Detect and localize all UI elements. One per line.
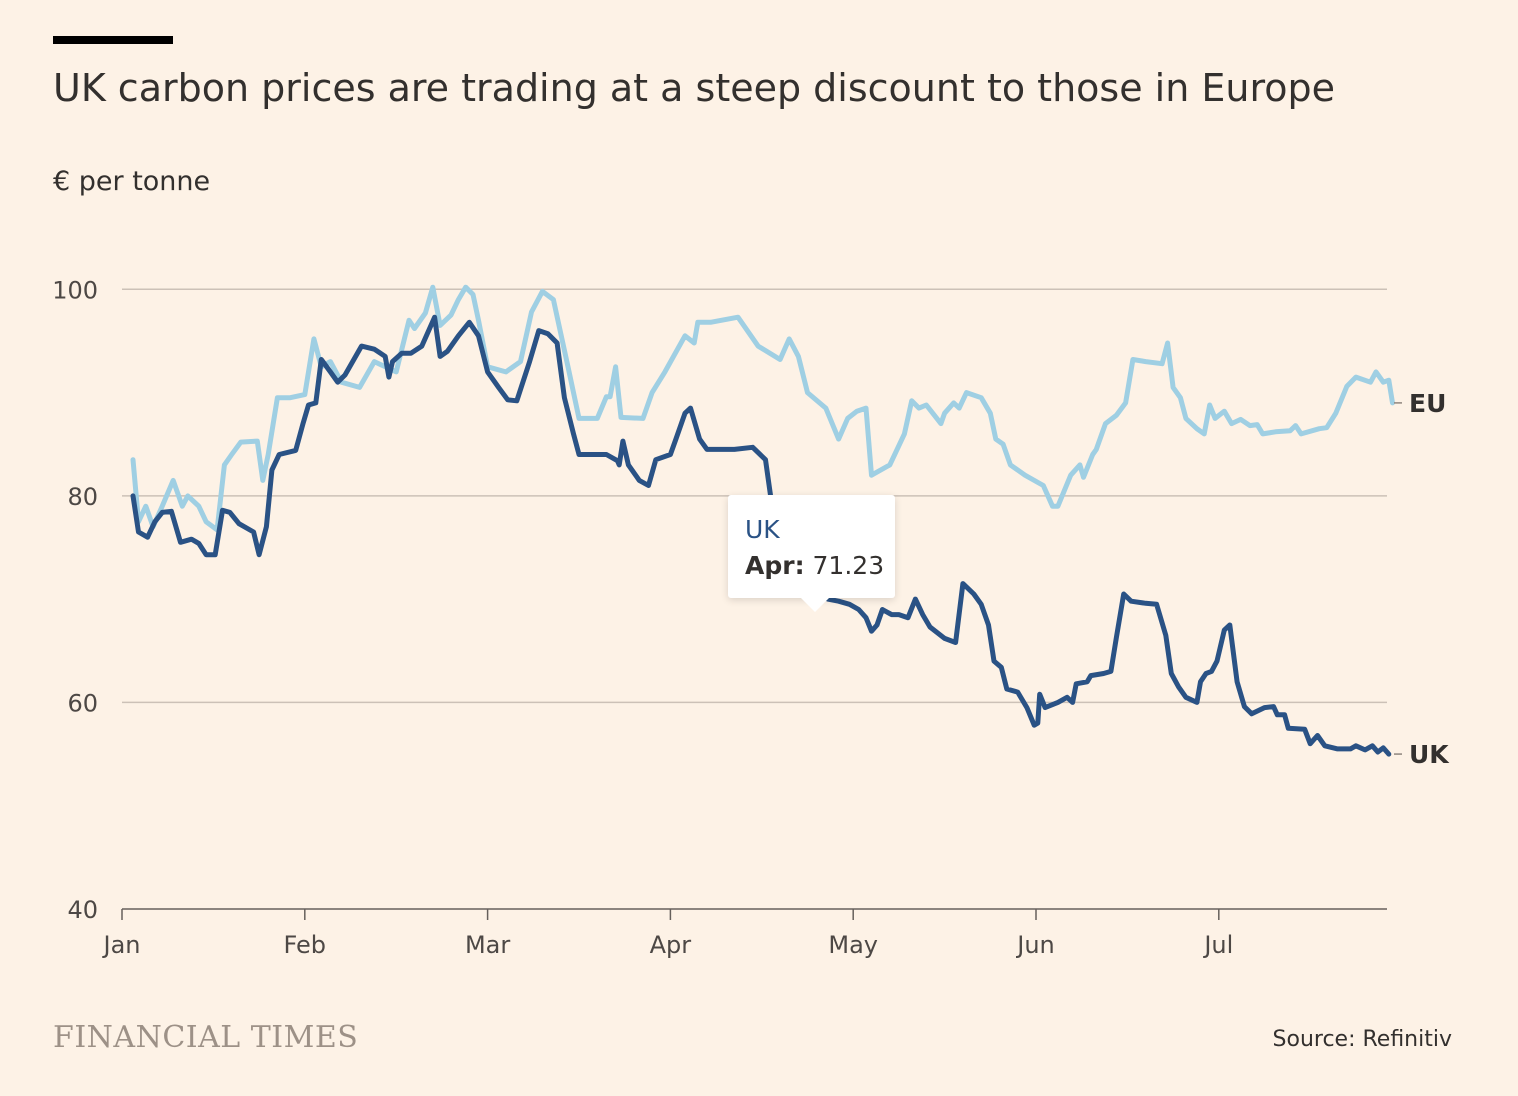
x-tick-label-mar: Mar xyxy=(465,931,510,959)
y-tick-label-100: 100 xyxy=(52,276,98,304)
x-axis: Jan Feb Mar Apr May Jun Jul xyxy=(102,908,1387,959)
series-end-labels: EU UK xyxy=(1394,389,1450,769)
chart-title: UK carbon prices are trading at a steep … xyxy=(53,66,1336,110)
x-tick-label-jun: Jun xyxy=(1015,931,1055,959)
tooltip-series-name: UK xyxy=(745,515,780,544)
series-line-eu xyxy=(130,284,1395,533)
tooltip: UK Apr: 71.23 xyxy=(728,495,895,612)
x-tick-label-jul: Jul xyxy=(1202,931,1233,959)
y-tick-label-40: 40 xyxy=(67,896,98,924)
series-label-eu: EU xyxy=(1409,389,1446,418)
x-tick-label-feb: Feb xyxy=(284,931,327,959)
x-tick-label-jan: Jan xyxy=(102,931,141,959)
series-label-uk: UK xyxy=(1409,740,1450,769)
tooltip-value: 71.23 xyxy=(812,551,885,580)
y-tick-label-60: 60 xyxy=(67,689,98,717)
y-tick-label-80: 80 xyxy=(67,483,98,511)
tooltip-value-row: Apr: 71.23 xyxy=(745,551,884,580)
x-tick-label-may: May xyxy=(828,931,878,959)
tooltip-label: Apr: xyxy=(745,551,805,580)
x-tick-label-apr: Apr xyxy=(650,931,692,959)
ft-logo: FINANCIAL TIMES xyxy=(53,1020,359,1055)
brand-bar xyxy=(53,36,173,44)
source-note: Source: Refinitiv xyxy=(1272,1027,1452,1052)
y-axis-ticks: 40 60 80 100 xyxy=(52,276,98,924)
y-axis-unit-label: € per tonne xyxy=(53,166,211,197)
